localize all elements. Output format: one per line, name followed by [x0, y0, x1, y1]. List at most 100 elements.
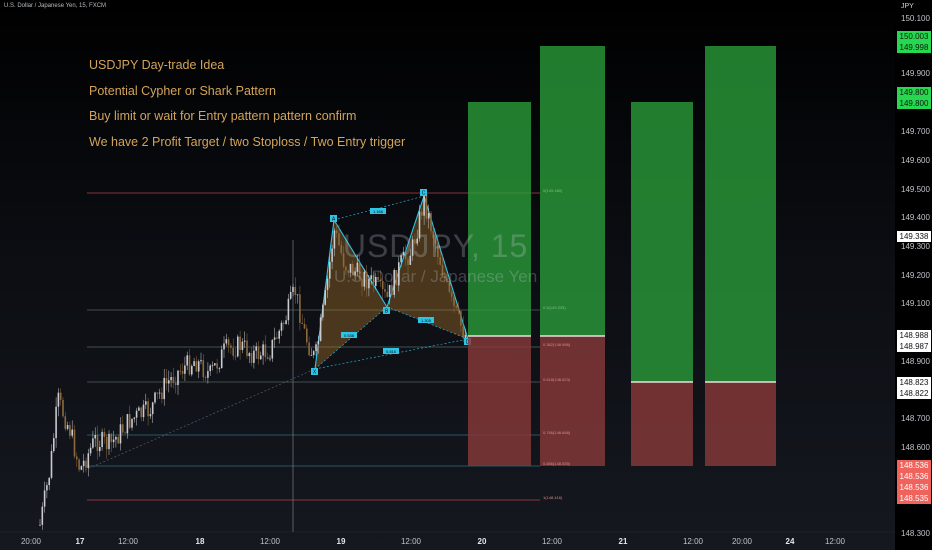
candle-body	[241, 341, 244, 350]
position-long-1[interactable]	[468, 102, 531, 466]
time-label: 18	[195, 537, 205, 546]
pattern-bcd-fill	[387, 196, 468, 339]
candle-body	[266, 357, 269, 359]
candle-body	[427, 213, 430, 219]
candle-body	[99, 447, 101, 452]
candle-body	[455, 305, 458, 308]
ratio-label: 1.305	[418, 317, 434, 323]
loss-zone	[705, 382, 776, 466]
position-long-4[interactable]	[705, 46, 776, 466]
candle-body	[342, 253, 345, 267]
candle-body	[349, 263, 352, 273]
price-tick: 148.300	[901, 529, 930, 538]
time-label: 21	[618, 537, 628, 546]
candle-body	[280, 322, 283, 331]
fib-levels	[87, 192, 540, 532]
candle-body	[163, 377, 165, 400]
candle-body	[135, 410, 138, 418]
candle-body	[105, 436, 108, 450]
time-label: 24	[785, 537, 795, 546]
candle-body	[326, 278, 329, 290]
note-line: We have 2 Profit Target / two Stoploss /…	[89, 134, 406, 149]
candle-body	[260, 355, 262, 360]
price-tag: 148.823	[897, 377, 931, 388]
candle-body	[411, 239, 414, 256]
time-label: 20:00	[20, 537, 42, 546]
time-label: 12:00	[824, 537, 846, 546]
candle-body	[191, 366, 193, 375]
candle-body	[133, 417, 136, 419]
candle-body	[294, 286, 297, 296]
candle-body	[96, 435, 99, 452]
candle-body	[138, 407, 140, 411]
time-label: 19	[336, 537, 346, 546]
harmonic-pattern[interactable]	[84, 194, 469, 471]
candle-body	[421, 211, 423, 216]
candle-body	[308, 342, 310, 356]
time-label: 12:00	[541, 537, 563, 546]
candle-body	[158, 392, 161, 394]
candle-body	[177, 370, 179, 386]
candle-body	[372, 275, 375, 286]
candle-body	[273, 337, 276, 340]
candle-body	[243, 340, 246, 342]
candle-body	[154, 392, 156, 403]
candle-body	[195, 361, 198, 372]
candle-body	[322, 304, 324, 318]
candle-body	[278, 330, 280, 339]
fib-label: 0(149.480)	[543, 188, 563, 193]
pattern-dotted-ac	[333, 195, 425, 221]
fib-label: 0.618(148.823)	[543, 377, 571, 382]
position-long-2[interactable]	[540, 46, 605, 466]
candle-body	[462, 325, 464, 339]
candle-body	[230, 345, 232, 348]
svg-text:1.305: 1.305	[421, 318, 432, 323]
candle-body	[71, 429, 73, 436]
time-label: 12:00	[400, 537, 422, 546]
candle-body	[168, 380, 170, 384]
price-tag: 149.338	[897, 231, 931, 242]
price-tick: 150.100	[901, 14, 930, 23]
candle-body	[324, 289, 326, 305]
fib-label: 0.786(148.668)	[543, 430, 571, 435]
chart-canvas[interactable]: X A B C D 1.166 0.538 1.305 0.816	[0, 0, 895, 550]
candle-body	[207, 371, 209, 378]
price-tag: 148.536	[897, 482, 931, 493]
candle-body	[220, 349, 223, 369]
symbol-header[interactable]: U.S. Dollar / Japanese Yen, 15, FXCM	[4, 3, 107, 9]
price-tag: 149.998	[897, 42, 931, 53]
candle-body	[379, 279, 382, 281]
candle-body	[361, 279, 363, 287]
candle-body	[404, 251, 407, 260]
candle-body	[50, 451, 53, 478]
candle-body	[53, 438, 55, 452]
fib-label: 0.382(148.988)	[543, 342, 571, 347]
candle-body	[216, 363, 218, 369]
candle-body	[126, 414, 129, 434]
pattern-points[interactable]: X A B C D	[311, 189, 471, 376]
watermark-name: U.S. Dollar / Japanese Yen	[334, 267, 538, 286]
price-tick: 148.700	[901, 414, 930, 423]
candle-body	[434, 238, 437, 244]
candle-body	[345, 266, 347, 271]
candle-body	[57, 392, 60, 407]
candle-body	[306, 328, 308, 343]
candle-body	[317, 340, 320, 345]
candle-body	[303, 323, 306, 329]
price-tag: 149.800	[897, 87, 931, 98]
loss-zone	[468, 336, 531, 466]
candle-body	[112, 439, 115, 443]
candle-body	[209, 365, 211, 372]
candle-body	[174, 382, 177, 386]
price-tag: 150.003	[897, 31, 931, 42]
candle-body	[283, 322, 285, 324]
candle-body	[48, 477, 50, 486]
position-long-3[interactable]	[631, 102, 693, 466]
axis-currency: JPY	[901, 3, 914, 10]
candle-body	[218, 368, 221, 369]
candle-body	[225, 339, 228, 344]
candle-body	[108, 433, 110, 450]
candle-body	[140, 407, 142, 418]
candle-body	[464, 335, 467, 339]
candle-body	[338, 233, 340, 246]
